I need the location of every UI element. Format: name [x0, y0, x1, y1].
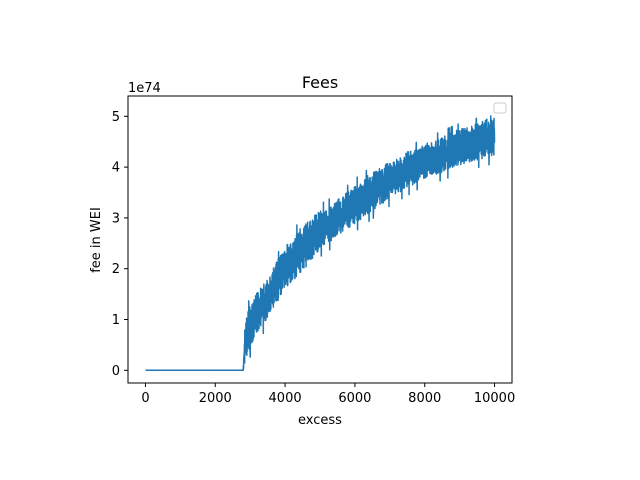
x-tick-label: 6000 — [338, 391, 371, 406]
y-tick-label: 2 — [112, 262, 120, 277]
y-axis-label: fee in WEI — [89, 207, 104, 273]
plot-data-layer — [145, 115, 496, 372]
y-tick-label: 4 — [112, 161, 120, 176]
y-tick-label: 0 — [112, 364, 120, 379]
y-tick-label: 1 — [112, 313, 120, 328]
x-tick-label: 4000 — [269, 391, 302, 406]
chart-title: Fees — [302, 73, 338, 92]
y-axis: 0 1 2 3 4 5 — [112, 110, 128, 379]
y-axis-multiplier: 1e74 — [128, 81, 161, 96]
plot-frame — [127, 95, 513, 384]
x-tick-label: 0 — [141, 391, 149, 406]
x-axis: 0 2000 4000 6000 8000 10000 — [141, 383, 515, 406]
y-tick-label: 3 — [112, 211, 120, 226]
x-tick-label: 8000 — [408, 391, 441, 406]
x-axis-label: excess — [298, 413, 342, 428]
fee-series-line — [145, 115, 496, 372]
legend-box — [493, 102, 507, 114]
y-tick-label: 5 — [112, 110, 120, 125]
x-tick-label: 2000 — [199, 391, 232, 406]
x-tick-label: 10000 — [474, 391, 515, 406]
